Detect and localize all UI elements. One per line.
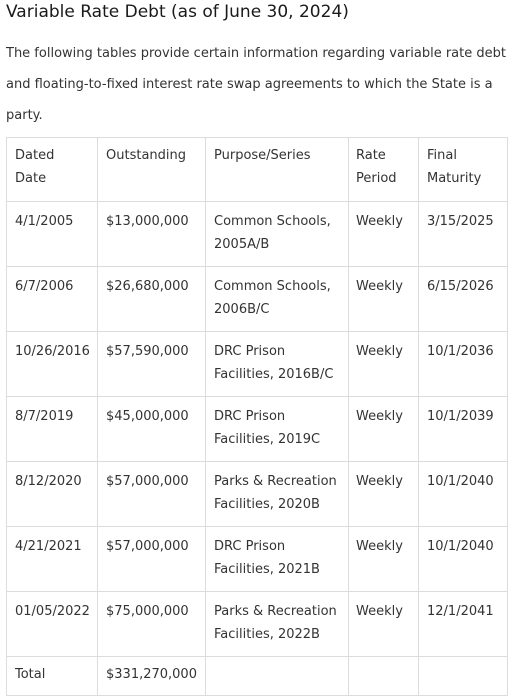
header-dated-date: Dated Date <box>6 137 98 202</box>
cell-purpose-series: DRC Prison Facilities, 2021B <box>205 526 349 592</box>
cell-outstanding: $45,000,000 <box>97 396 206 462</box>
table-row: 6/7/2006 $26,680,000 Common Schools, 200… <box>6 266 508 332</box>
variable-rate-debt-table: Dated Date Outstanding Purpose/Series Ra… <box>6 137 508 696</box>
cell-purpose-series: Parks & Recreation Facilities, 2022B <box>205 591 349 657</box>
cell-purpose-series: Parks & Recreation Facilities, 2020B <box>205 461 349 527</box>
table-header-row: Dated Date Outstanding Purpose/Series Ra… <box>6 137 508 202</box>
cell-outstanding: $57,000,000 <box>97 461 206 527</box>
cell-rate-period: Weekly <box>348 526 419 592</box>
table-row: 01/05/2022 $75,000,000 Parks & Recreatio… <box>6 591 508 657</box>
cell-outstanding: $13,000,000 <box>97 201 206 267</box>
cell-rate-period: Weekly <box>348 591 419 657</box>
header-final-maturity: Final Maturity <box>418 137 508 202</box>
cell-dated-date: 6/7/2006 <box>6 266 98 332</box>
cell-final-maturity: 10/1/2039 <box>418 396 508 462</box>
table-row: 8/12/2020 $57,000,000 Parks & Recreation… <box>6 461 508 527</box>
header-outstanding: Outstanding <box>97 137 206 202</box>
cell-rate-period: Weekly <box>348 201 419 267</box>
cell-outstanding: $57,000,000 <box>97 526 206 592</box>
cell-rate-period: Weekly <box>348 331 419 397</box>
page-title: Variable Rate Debt (as of June 30, 2024) <box>6 2 349 22</box>
cell-rate-period: Weekly <box>348 396 419 462</box>
total-outstanding: $331,270,000 <box>97 656 206 696</box>
cell-outstanding: $57,590,000 <box>97 331 206 397</box>
intro-paragraph: The following tables provide certain inf… <box>6 46 506 123</box>
cell-outstanding: $26,680,000 <box>97 266 206 332</box>
header-rate-period: Rate Period <box>348 137 419 202</box>
table-row: 8/7/2019 $45,000,000 DRC Prison Faciliti… <box>6 396 508 462</box>
header-purpose-series: Purpose/Series <box>205 137 349 202</box>
cell-final-maturity: 6/15/2026 <box>418 266 508 332</box>
cell-purpose-series: Common Schools, 2005A/B <box>205 201 349 267</box>
cell-dated-date: 10/26/2016 <box>6 331 98 397</box>
cell-final-maturity: 3/15/2025 <box>418 201 508 267</box>
total-empty-cell <box>348 656 419 696</box>
cell-dated-date: 8/7/2019 <box>6 396 98 462</box>
table-row: 4/21/2021 $57,000,000 DRC Prison Facilit… <box>6 526 508 592</box>
cell-dated-date: 8/12/2020 <box>6 461 98 527</box>
cell-purpose-series: Common Schools, 2006B/C <box>205 266 349 332</box>
cell-final-maturity: 10/1/2036 <box>418 331 508 397</box>
total-label: Total <box>6 656 98 696</box>
table-row: 10/26/2016 $57,590,000 DRC Prison Facili… <box>6 331 508 397</box>
cell-final-maturity: 10/1/2040 <box>418 526 508 592</box>
cell-dated-date: 01/05/2022 <box>6 591 98 657</box>
cell-purpose-series: DRC Prison Facilities, 2019C <box>205 396 349 462</box>
cell-rate-period: Weekly <box>348 461 419 527</box>
cell-dated-date: 4/1/2005 <box>6 201 98 267</box>
cell-outstanding: $75,000,000 <box>97 591 206 657</box>
total-empty-cell <box>418 656 508 696</box>
cell-final-maturity: 10/1/2040 <box>418 461 508 527</box>
table-total-row: Total $331,270,000 <box>6 656 508 696</box>
cell-final-maturity: 12/1/2041 <box>418 591 508 657</box>
cell-dated-date: 4/21/2021 <box>6 526 98 592</box>
cell-purpose-series: DRC Prison Facilities, 2016B/C <box>205 331 349 397</box>
cell-rate-period: Weekly <box>348 266 419 332</box>
table-row: 4/1/2005 $13,000,000 Common Schools, 200… <box>6 201 508 267</box>
total-empty-cell <box>205 656 349 696</box>
